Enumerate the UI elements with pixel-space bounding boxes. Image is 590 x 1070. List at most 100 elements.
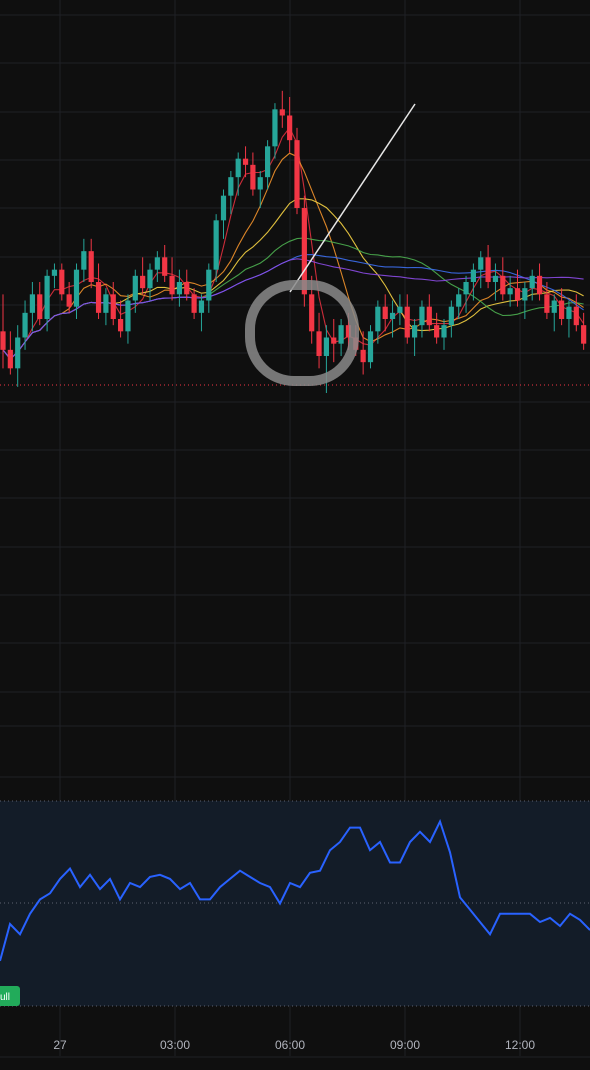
candle[interactable] xyxy=(397,294,403,326)
time-axis[interactable]: 27 03:00 06:00 09:00 12:00 xyxy=(0,1038,590,1058)
candle[interactable] xyxy=(95,263,102,320)
candle[interactable] xyxy=(441,319,447,350)
candle[interactable] xyxy=(7,331,13,375)
candle[interactable] xyxy=(59,263,65,301)
candle[interactable] xyxy=(147,263,153,301)
candle[interactable] xyxy=(257,171,263,208)
candle[interactable] xyxy=(0,294,6,369)
candle[interactable] xyxy=(338,319,344,356)
candle-body xyxy=(29,294,35,313)
candle[interactable] xyxy=(573,294,579,332)
candle-body xyxy=(88,251,94,282)
rsi-band xyxy=(0,801,590,1006)
candle[interactable] xyxy=(51,263,58,289)
candle[interactable] xyxy=(456,288,462,319)
candle[interactable] xyxy=(132,269,138,313)
candle[interactable] xyxy=(228,171,234,215)
candle[interactable] xyxy=(478,251,484,289)
candle[interactable] xyxy=(316,312,322,369)
candle[interactable] xyxy=(426,294,432,332)
candle[interactable] xyxy=(154,251,160,282)
candle[interactable] xyxy=(544,282,550,319)
candle[interactable] xyxy=(529,269,535,301)
candle[interactable] xyxy=(360,331,366,375)
candle[interactable] xyxy=(184,269,190,301)
candle[interactable] xyxy=(22,300,28,350)
candle[interactable] xyxy=(404,294,410,344)
candle[interactable] xyxy=(250,152,256,196)
candle[interactable] xyxy=(434,312,440,344)
candle[interactable] xyxy=(29,282,35,332)
candle-body xyxy=(176,282,182,295)
highlight-circle-drawing[interactable] xyxy=(245,280,359,386)
candle[interactable] xyxy=(169,257,175,301)
candle[interactable] xyxy=(551,294,557,332)
candle-body xyxy=(242,158,249,165)
candle[interactable] xyxy=(206,263,212,313)
candle[interactable] xyxy=(514,269,521,307)
candle[interactable] xyxy=(73,263,80,320)
candle[interactable] xyxy=(412,319,418,356)
candle[interactable] xyxy=(382,294,388,332)
candle-body xyxy=(360,349,366,363)
candle[interactable] xyxy=(242,146,249,178)
candle[interactable] xyxy=(191,288,197,319)
candle[interactable] xyxy=(198,294,205,332)
candle[interactable] xyxy=(470,263,476,301)
candle[interactable] xyxy=(500,257,506,301)
candle[interactable] xyxy=(389,300,396,338)
candle[interactable] xyxy=(559,288,565,326)
candle[interactable] xyxy=(110,282,116,326)
candle[interactable] xyxy=(522,282,528,319)
candle[interactable] xyxy=(485,245,491,289)
candle-body xyxy=(397,306,403,313)
candle[interactable] xyxy=(103,288,109,326)
candle-body xyxy=(235,158,241,178)
candle-body xyxy=(0,331,6,350)
candle[interactable] xyxy=(448,300,454,338)
trend-line-drawing[interactable] xyxy=(289,103,416,293)
candle[interactable] xyxy=(81,238,87,282)
candle[interactable] xyxy=(287,97,293,153)
candle[interactable] xyxy=(118,300,124,338)
candle[interactable] xyxy=(492,263,499,301)
candle[interactable] xyxy=(279,90,285,128)
candle[interactable] xyxy=(37,282,43,326)
candle-body xyxy=(412,325,418,338)
candle[interactable] xyxy=(536,263,543,301)
candle-body xyxy=(228,177,234,196)
candle[interactable] xyxy=(331,319,337,363)
candle[interactable] xyxy=(125,294,131,344)
candle-body xyxy=(140,275,146,289)
candle[interactable] xyxy=(140,257,146,295)
candle[interactable] xyxy=(301,195,307,307)
candle[interactable] xyxy=(66,282,72,313)
candle[interactable] xyxy=(220,189,227,239)
candle[interactable] xyxy=(272,103,278,159)
candle[interactable] xyxy=(88,238,94,289)
candlestick-series[interactable] xyxy=(0,90,587,393)
candle[interactable] xyxy=(44,269,50,332)
candle[interactable] xyxy=(367,325,374,369)
candle[interactable] xyxy=(162,245,168,282)
candle-body xyxy=(367,331,374,363)
candle-body xyxy=(389,312,396,319)
candle[interactable] xyxy=(419,300,425,338)
candle[interactable] xyxy=(15,325,21,387)
candle[interactable] xyxy=(581,312,587,350)
candle[interactable] xyxy=(375,300,381,344)
candle-body xyxy=(375,306,381,332)
candle-body xyxy=(294,140,300,208)
candle[interactable] xyxy=(213,214,219,282)
candle[interactable] xyxy=(235,152,241,196)
candle[interactable] xyxy=(265,140,271,190)
candle[interactable] xyxy=(294,127,300,215)
candle-body xyxy=(7,349,13,369)
candle[interactable] xyxy=(566,300,572,338)
bull-badge[interactable]: ull xyxy=(0,986,20,1006)
candle-body xyxy=(551,300,557,313)
candle[interactable] xyxy=(463,275,469,313)
candle[interactable] xyxy=(176,269,182,307)
candle[interactable] xyxy=(507,275,513,307)
